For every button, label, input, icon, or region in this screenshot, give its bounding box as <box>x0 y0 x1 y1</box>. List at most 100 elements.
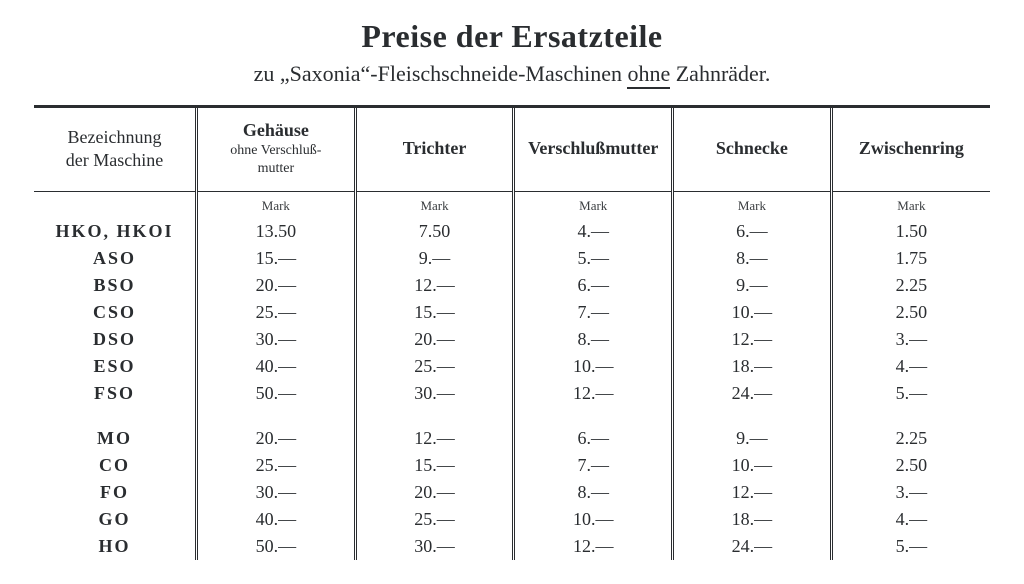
subtitle-post: Zahnräder. <box>670 61 770 86</box>
page: Preise der Ersatzteile zu „Saxonia“-Flei… <box>0 0 1024 560</box>
price-cell: 30.— <box>197 326 356 353</box>
currency-cell: Mark <box>197 192 356 219</box>
table-row: GO40.—25.—10.—18.—4.— <box>34 506 990 533</box>
table-row: CSO25.—15.—7.—10.—2.50 <box>34 299 990 326</box>
table-row: MO20.—12.—6.—9.—2.25 <box>34 425 990 452</box>
currency-row: Mark Mark Mark Mark Mark <box>34 192 990 219</box>
price-cell: 10.— <box>514 506 673 533</box>
price-cell: 40.— <box>197 506 356 533</box>
price-cell: 30.— <box>355 380 514 407</box>
col-header-gehaeuse-sub2: mutter <box>204 161 348 177</box>
price-cell: 50.— <box>197 380 356 407</box>
price-cell: 50.— <box>197 533 356 560</box>
price-cell: 40.— <box>197 353 356 380</box>
price-cell: 25.— <box>355 353 514 380</box>
price-cell: 10.— <box>514 353 673 380</box>
price-cell: 12.— <box>514 533 673 560</box>
table-row: HO50.—30.—12.—24.—5.— <box>34 533 990 560</box>
col-header-label-line1: Bezeichnung <box>68 127 162 147</box>
price-cell: 25.— <box>355 506 514 533</box>
table-header-row: Bezeichnung der Maschine Gehäuse ohne Ve… <box>34 108 990 192</box>
currency-cell: Mark <box>673 192 832 219</box>
price-cell: 12.— <box>355 425 514 452</box>
price-cell: 3.— <box>831 479 990 506</box>
price-cell: 18.— <box>673 353 832 380</box>
price-cell: 4.— <box>514 218 673 245</box>
currency-cell: Mark <box>514 192 673 219</box>
col-header-gehaeuse: Gehäuse ohne Verschluß- mutter <box>197 108 356 192</box>
price-cell: 10.— <box>673 452 832 479</box>
price-cell: 9.— <box>355 245 514 272</box>
price-cell: 8.— <box>673 245 832 272</box>
col-header-verschlussmutter: Verschlußmutter <box>514 108 673 192</box>
price-cell: 12.— <box>673 479 832 506</box>
price-cell: 7.— <box>514 452 673 479</box>
table-row: FSO50.—30.—12.—24.—5.— <box>34 380 990 407</box>
row-label: MO <box>34 425 197 452</box>
price-cell: 5.— <box>831 380 990 407</box>
price-cell: 30.— <box>197 479 356 506</box>
price-cell: 24.— <box>673 533 832 560</box>
price-cell: 6.— <box>514 425 673 452</box>
subtitle-pre: zu „Saxonia“-Fleischschneide-Maschinen <box>254 61 628 86</box>
price-cell: 20.— <box>355 326 514 353</box>
price-cell: 1.50 <box>831 218 990 245</box>
row-label: FO <box>34 479 197 506</box>
page-subtitle: zu „Saxonia“-Fleischschneide-Maschinen o… <box>34 61 990 87</box>
row-label: BSO <box>34 272 197 299</box>
row-label: CSO <box>34 299 197 326</box>
price-cell: 9.— <box>673 425 832 452</box>
price-cell: 8.— <box>514 479 673 506</box>
col-header-label: Bezeichnung der Maschine <box>34 108 197 192</box>
col-header-schnecke: Schnecke <box>673 108 832 192</box>
currency-cell: Mark <box>831 192 990 219</box>
row-label: DSO <box>34 326 197 353</box>
price-cell: 6.— <box>514 272 673 299</box>
price-cell: 12.— <box>355 272 514 299</box>
price-cell: 24.— <box>673 380 832 407</box>
row-label: HKO, HKOI <box>34 218 197 245</box>
table-row: BSO20.—12.—6.—9.—2.25 <box>34 272 990 299</box>
row-label: ASO <box>34 245 197 272</box>
table-row: ASO15.—9.—5.—8.—1.75 <box>34 245 990 272</box>
price-cell: 15.— <box>355 299 514 326</box>
price-cell: 7.— <box>514 299 673 326</box>
price-table: Bezeichnung der Maschine Gehäuse ohne Ve… <box>34 108 990 560</box>
price-cell: 2.50 <box>831 299 990 326</box>
price-cell: 2.25 <box>831 425 990 452</box>
price-cell: 3.— <box>831 326 990 353</box>
table-row: ESO40.—25.—10.—18.—4.— <box>34 353 990 380</box>
price-cell: 30.— <box>355 533 514 560</box>
price-cell: 4.— <box>831 353 990 380</box>
col-header-gehaeuse-sub1: ohne Verschluß- <box>204 143 348 159</box>
price-cell: 5.— <box>831 533 990 560</box>
price-cell: 12.— <box>514 380 673 407</box>
price-cell: 7.50 <box>355 218 514 245</box>
row-label: HO <box>34 533 197 560</box>
subtitle-underline: ohne <box>627 61 670 89</box>
price-cell: 5.— <box>514 245 673 272</box>
price-cell: 8.— <box>514 326 673 353</box>
table-row: HKO, HKOI13.507.504.—6.—1.50 <box>34 218 990 245</box>
price-cell: 15.— <box>355 452 514 479</box>
row-label: ESO <box>34 353 197 380</box>
table-body: Mark Mark Mark Mark Mark HKO, HKOI13.507… <box>34 192 990 561</box>
row-label: FSO <box>34 380 197 407</box>
price-cell: 2.50 <box>831 452 990 479</box>
price-cell: 10.— <box>673 299 832 326</box>
price-cell: 18.— <box>673 506 832 533</box>
table-row: FO30.—20.—8.—12.—3.— <box>34 479 990 506</box>
row-label: CO <box>34 452 197 479</box>
row-label: GO <box>34 506 197 533</box>
row-gap <box>34 407 990 425</box>
price-cell: 12.— <box>673 326 832 353</box>
price-cell: 20.— <box>355 479 514 506</box>
page-title: Preise der Ersatzteile <box>34 18 990 55</box>
col-header-trichter: Trichter <box>355 108 514 192</box>
col-header-label-line2: der Maschine <box>66 150 163 170</box>
col-header-zwischenring: Zwischenring <box>831 108 990 192</box>
col-header-gehaeuse-main: Gehäuse <box>204 120 348 141</box>
table-row: CO25.—15.—7.—10.—2.50 <box>34 452 990 479</box>
price-cell: 9.— <box>673 272 832 299</box>
price-cell: 4.— <box>831 506 990 533</box>
